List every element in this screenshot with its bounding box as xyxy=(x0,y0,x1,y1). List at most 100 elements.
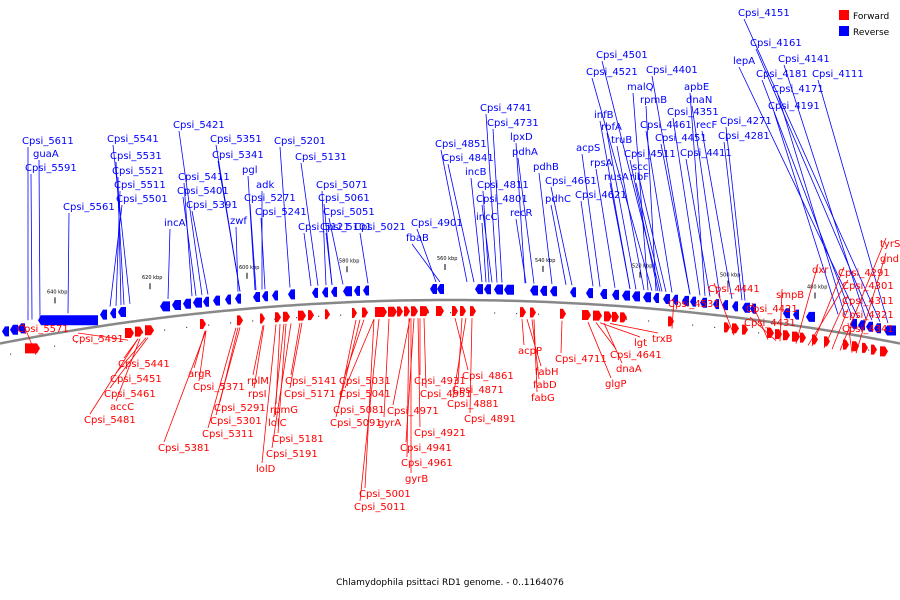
leader-line xyxy=(517,157,535,284)
leader-line xyxy=(481,222,487,283)
gene-label: Cpsi_5101 xyxy=(320,222,372,233)
leader-line xyxy=(795,263,819,344)
leader-line xyxy=(609,323,659,334)
leader-line xyxy=(560,320,563,354)
gene-label: Cpsi_5461 xyxy=(104,389,156,400)
reverse-gene xyxy=(494,284,503,295)
gene-label: fbaB xyxy=(406,233,429,244)
gene-label: Cpsi_4291 xyxy=(838,268,890,279)
gene-label: lepA xyxy=(733,56,755,67)
gene-label: Cpsi_4621 xyxy=(575,190,627,201)
reverse-gene xyxy=(235,293,241,304)
leader-line xyxy=(271,323,292,449)
leader-line xyxy=(691,105,721,298)
leader-line xyxy=(749,316,777,342)
leader-line xyxy=(303,232,312,287)
reverse-gene xyxy=(612,289,619,300)
leader-line xyxy=(632,92,649,291)
gene-label: nusA xyxy=(604,172,629,183)
gene-features xyxy=(2,284,896,357)
leader-line xyxy=(300,162,319,286)
leader-line xyxy=(595,322,617,350)
minor-tick xyxy=(164,329,166,331)
genome-caption: Chlamydophila psittaci RD1 genome. - 0..… xyxy=(336,578,564,588)
leader-line xyxy=(637,172,667,293)
gene-label: Cpsi_5411 xyxy=(178,172,230,183)
leader-line xyxy=(440,149,468,283)
genome-backbone xyxy=(0,298,900,345)
forward-gene xyxy=(470,306,476,317)
minor-tick xyxy=(758,332,760,334)
forward-gene xyxy=(260,313,265,324)
backbone-arc xyxy=(0,298,900,345)
tick-label: 620 kbp xyxy=(142,275,162,281)
leader-line xyxy=(743,18,881,322)
leader-line xyxy=(629,159,659,292)
leader-line xyxy=(671,297,675,329)
gene-label: rplM xyxy=(247,376,269,387)
gene-label: zwf xyxy=(230,216,247,227)
minor-tick xyxy=(318,315,320,317)
reverse-gene xyxy=(100,309,107,320)
gene-label: Cpsi_5401 xyxy=(177,186,229,197)
label-leader-lines xyxy=(22,18,889,502)
gene-label: acpS xyxy=(576,143,600,154)
gene-label: Cpsi_4321 xyxy=(842,310,894,321)
gene-label: fabG xyxy=(531,393,555,404)
gene-label: tyrS xyxy=(880,239,900,250)
gene-label: adk xyxy=(256,180,274,191)
gene-label: ribF xyxy=(630,172,649,183)
forward-gene xyxy=(862,342,868,353)
leader-line xyxy=(328,217,344,285)
gene-label: rbfA xyxy=(601,122,622,133)
reverse-gene xyxy=(682,295,689,306)
leader-line xyxy=(751,302,769,340)
leader-line xyxy=(533,319,538,393)
reverse-gene xyxy=(793,309,799,320)
legend-forward-swatch xyxy=(839,10,849,20)
leader-line xyxy=(273,323,285,418)
gene-label: Cpsi_4901 xyxy=(411,218,463,229)
reverse-gene xyxy=(550,286,557,297)
forward-gene xyxy=(775,329,782,340)
leader-line xyxy=(182,196,197,296)
gene-label: Cpsi_5061 xyxy=(318,193,370,204)
leader-line xyxy=(601,60,661,292)
gene-label: rpmB xyxy=(640,95,667,106)
forward-gene xyxy=(530,307,536,318)
leader-line xyxy=(783,64,867,320)
gene-label: Cpsi_4511 xyxy=(624,149,676,160)
leader-line xyxy=(193,330,206,369)
gene-label: Cpsi_4171 xyxy=(772,84,824,95)
gene-label: Cpsi_4341 xyxy=(842,324,894,335)
minor-tick xyxy=(516,312,518,315)
reverse-gene xyxy=(160,301,170,312)
gene-label: Cpsi_5051 xyxy=(323,207,375,218)
leader-line xyxy=(811,266,845,347)
gene-label: apbE xyxy=(684,82,709,93)
gene-label: Cpsi_5081 xyxy=(333,405,385,416)
reverse-gene xyxy=(110,308,116,319)
gene-label: guaA xyxy=(33,149,59,160)
forward-gene xyxy=(460,306,466,317)
forward-gene xyxy=(145,325,154,336)
leader-line xyxy=(580,200,594,287)
gene-label: Cpsi_4461 xyxy=(640,120,692,131)
leader-line xyxy=(660,143,691,295)
gene-label: Cpsi_5241 xyxy=(255,207,307,218)
gene-label: Cpsi_4891 xyxy=(464,414,516,425)
gene-label: Cpsi_5501 xyxy=(116,194,168,205)
legend-reverse-swatch xyxy=(839,26,849,36)
gene-label: Cpsi_4311 xyxy=(842,296,894,307)
leader-line xyxy=(325,232,333,286)
gene-label: Cpsi_4861 xyxy=(462,371,514,382)
tick-label: 580 kbp xyxy=(339,258,359,264)
gene-label: Cpsi_5491 xyxy=(72,334,124,345)
reverse-gene xyxy=(430,284,437,295)
leader-line xyxy=(115,338,141,402)
leader-line xyxy=(115,190,121,306)
gene-label: Cpsi_4501 xyxy=(596,50,648,61)
reverse-gene xyxy=(475,284,483,295)
minor-tick xyxy=(648,320,650,322)
gene-label: Cpsi_4411 xyxy=(680,148,732,159)
